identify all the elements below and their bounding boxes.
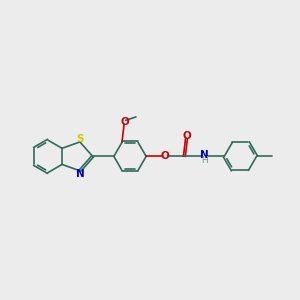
Text: O: O [182,130,191,141]
Text: O: O [120,117,129,127]
Text: N: N [200,150,209,160]
Text: H: H [201,156,208,165]
Text: S: S [76,134,84,144]
Text: N: N [76,169,85,179]
Text: O: O [161,151,170,161]
